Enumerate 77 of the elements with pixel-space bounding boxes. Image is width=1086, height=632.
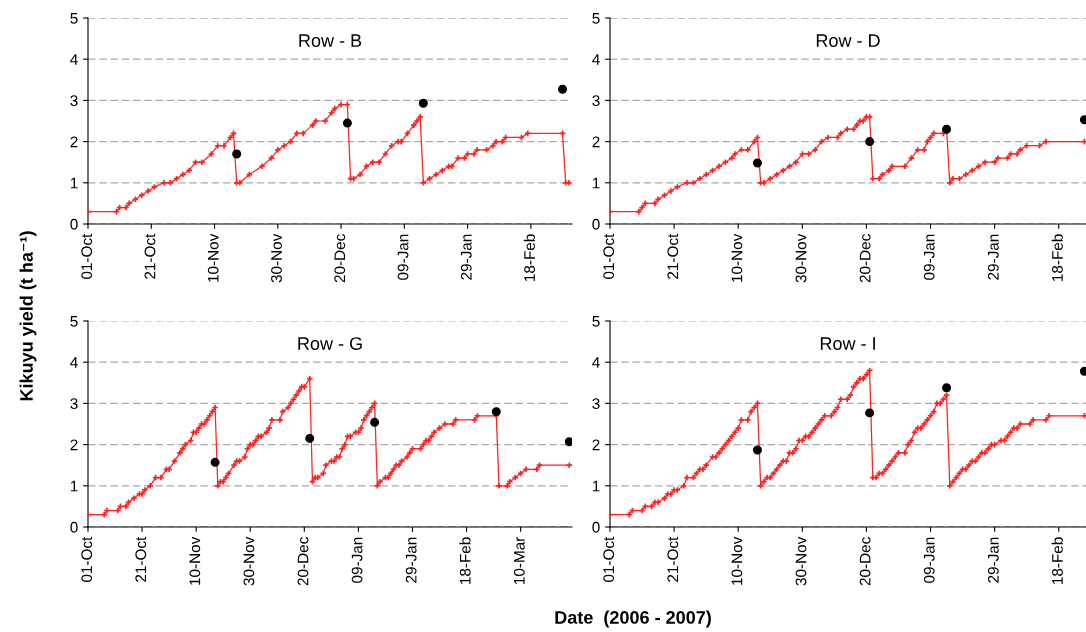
y-tick-label: 2 <box>70 136 78 148</box>
y-axis-title: Kikuyu yield (t ha⁻¹) <box>19 231 37 401</box>
point <box>418 98 428 108</box>
x-tick-label: 18-Feb <box>459 537 471 584</box>
y-tick-label: 1 <box>70 177 78 189</box>
text: Row - D <box>816 34 880 47</box>
point <box>342 118 352 128</box>
x-tick-label: 21-Oct <box>667 536 679 582</box>
y-tick-label: 5 <box>70 13 78 24</box>
x-tick-label: 10-Nov <box>189 536 201 585</box>
x-tick-label: 10-Nov <box>731 536 743 585</box>
y-tick-label: 0 <box>70 521 78 533</box>
x-tick-label: 18-Feb <box>1051 537 1063 584</box>
x-axis-title: Date (2006 - 2007) <box>555 610 711 628</box>
y-tick-label: 0 <box>592 521 600 533</box>
y-tick-label: 5 <box>592 13 600 24</box>
point <box>210 457 220 467</box>
x-tick-label: 09-Jan <box>397 234 409 280</box>
point <box>752 445 762 455</box>
y-tick-label: 4 <box>592 357 600 368</box>
x-tick-label: 20-Dec <box>859 537 871 586</box>
y-tick-label: 3 <box>592 95 600 107</box>
x-tick-label: 30-Nov <box>795 233 807 283</box>
point <box>865 408 875 418</box>
text: Row - G <box>298 337 362 350</box>
x-tick-label: 20-Dec <box>334 234 346 283</box>
x-tick-label: 09-Jan <box>923 234 935 280</box>
x-tick-label: 01-Oct <box>81 233 93 279</box>
x-tick-label: 18-Feb <box>523 234 535 281</box>
x-tick-label: 10-Mar <box>513 536 525 584</box>
x-tick-label: 29-Jan <box>987 537 999 583</box>
text: Row - I <box>820 337 875 350</box>
point <box>370 417 380 427</box>
y-tick-label: 1 <box>592 480 600 492</box>
y-tick-label: 0 <box>592 218 600 230</box>
x-tick-label: 09-Jan <box>923 537 935 583</box>
point <box>865 137 875 147</box>
y-tick-label: 2 <box>592 136 600 148</box>
x-tick-label: 21-Oct <box>135 536 147 582</box>
x-tick-label: 29-Jan <box>460 234 472 280</box>
x-tick-label: 01-Oct <box>603 233 615 279</box>
text: Row - B <box>299 34 362 47</box>
y-tick-label: 2 <box>70 439 78 451</box>
x-tick-label: 20-Dec <box>297 537 309 586</box>
x-tick-label: 29-Jan <box>405 537 417 583</box>
y-tick-label: 1 <box>70 480 78 492</box>
point <box>558 84 568 94</box>
point <box>942 383 952 393</box>
x-tick-label: 10-Nov <box>207 233 219 282</box>
y-tick-label: 4 <box>70 357 78 368</box>
y-tick-label: 4 <box>70 54 78 65</box>
point <box>305 433 315 443</box>
point <box>564 437 572 447</box>
x-tick-label: 01-Oct <box>603 536 615 582</box>
y-tick-label: 3 <box>592 398 600 410</box>
y-tick-label: 1 <box>592 177 600 189</box>
y-tick-label: 2 <box>592 439 600 451</box>
x-tick-label: 18-Feb <box>1051 234 1063 281</box>
y-tick-label: 4 <box>592 54 600 65</box>
x-tick-label: 09-Jan <box>351 537 363 583</box>
x-tick-label: 20-Dec <box>859 234 871 283</box>
x-tick-label: 10-Nov <box>731 233 743 282</box>
point <box>232 149 242 159</box>
y-tick-label: 3 <box>70 95 78 107</box>
x-tick-label: 21-Oct <box>144 233 156 279</box>
y-tick-label: 3 <box>70 398 78 410</box>
y-tick-label: 5 <box>592 316 600 327</box>
point <box>491 407 501 417</box>
x-tick-label: 30-Nov <box>271 233 282 283</box>
y-tick-label: 5 <box>70 316 78 327</box>
x-tick-label: 30-Nov <box>795 536 807 586</box>
y-tick-label: 0 <box>70 218 78 230</box>
x-tick-label: 29-Jan <box>987 234 999 280</box>
x-tick-label: 01-Oct <box>81 536 93 582</box>
x-tick-label: 30-Nov <box>243 536 255 586</box>
point <box>752 158 762 168</box>
x-tick-label: 21-Oct <box>667 233 679 279</box>
